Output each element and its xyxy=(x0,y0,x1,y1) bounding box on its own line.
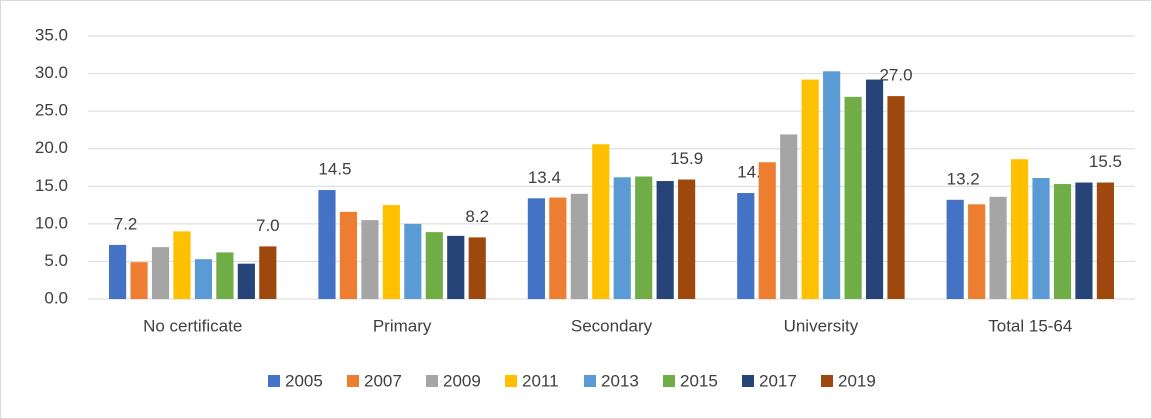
bar xyxy=(382,205,400,299)
bar xyxy=(737,193,755,299)
data-label: 7.2 xyxy=(114,214,138,233)
bar xyxy=(151,247,170,299)
legend-label: 2017 xyxy=(759,371,797,390)
bar xyxy=(678,179,696,299)
bar xyxy=(194,259,213,299)
legend-swatch xyxy=(584,375,596,387)
bar xyxy=(613,177,631,299)
bar xyxy=(404,223,422,299)
data-label: 15.9 xyxy=(670,149,703,168)
legend-swatch xyxy=(347,375,359,387)
data-label: 14.5 xyxy=(318,160,351,179)
legend-label: 2013 xyxy=(601,371,639,390)
bar xyxy=(1053,184,1072,299)
legend-label: 2009 xyxy=(443,371,481,390)
bar xyxy=(361,220,379,299)
y-tick-label: 20.0 xyxy=(35,138,68,157)
bar xyxy=(946,199,964,299)
bar xyxy=(989,196,1007,299)
bar xyxy=(865,79,884,299)
bar xyxy=(549,197,567,299)
bar xyxy=(968,204,986,299)
bar xyxy=(570,193,588,299)
legend-swatch xyxy=(821,375,833,387)
bar xyxy=(468,237,486,299)
bar xyxy=(1032,178,1050,299)
bar xyxy=(447,235,465,299)
y-tick-label: 0.0 xyxy=(44,288,68,307)
bar xyxy=(656,181,674,299)
legend-label: 2011 xyxy=(522,371,559,390)
legend-swatch xyxy=(742,375,754,387)
bar xyxy=(801,79,819,299)
bar xyxy=(216,252,234,299)
legend-label: 2015 xyxy=(680,371,718,390)
x-tick-label: Total 15-64 xyxy=(988,316,1072,335)
data-label: 7.0 xyxy=(256,216,280,235)
x-tick-label: Primary xyxy=(373,316,432,335)
legend-swatch xyxy=(268,375,280,387)
data-label: 15.5 xyxy=(1089,152,1122,171)
bar xyxy=(259,246,277,299)
data-label: 27.0 xyxy=(879,66,912,85)
bar xyxy=(1075,182,1093,299)
bar xyxy=(1010,159,1029,299)
bar xyxy=(425,232,443,299)
bar xyxy=(823,71,841,300)
legend-label: 2007 xyxy=(364,371,402,390)
bar xyxy=(173,231,191,299)
bar xyxy=(237,263,255,299)
legend-label: 2019 xyxy=(838,371,876,390)
legend-swatch xyxy=(426,375,438,387)
data-label: 13.2 xyxy=(947,169,980,188)
bar xyxy=(318,190,336,299)
legend-label: 2005 xyxy=(285,371,323,390)
legend-swatch xyxy=(505,375,517,387)
y-tick-label: 5.0 xyxy=(44,251,68,270)
bar xyxy=(887,96,905,299)
data-label: 13.4 xyxy=(528,168,561,187)
bar xyxy=(527,198,545,299)
bar xyxy=(1096,182,1115,299)
x-tick-label: University xyxy=(784,316,859,335)
x-tick-label: Secondary xyxy=(571,316,653,335)
y-tick-label: 30.0 xyxy=(35,63,68,82)
x-tick-label: No certificate xyxy=(143,316,242,335)
bar xyxy=(592,144,610,299)
data-label: 8.2 xyxy=(465,207,489,226)
y-tick-label: 25.0 xyxy=(35,101,68,120)
bar xyxy=(780,134,798,299)
bar xyxy=(635,176,653,299)
bar xyxy=(130,262,148,299)
bar xyxy=(108,244,127,299)
y-tick-label: 15.0 xyxy=(35,176,68,195)
bar xyxy=(758,162,776,299)
bar xyxy=(339,211,358,299)
bar xyxy=(844,96,862,299)
y-tick-label: 10.0 xyxy=(35,213,68,232)
y-tick-label: 35.0 xyxy=(35,25,68,44)
legend-swatch xyxy=(663,375,675,387)
